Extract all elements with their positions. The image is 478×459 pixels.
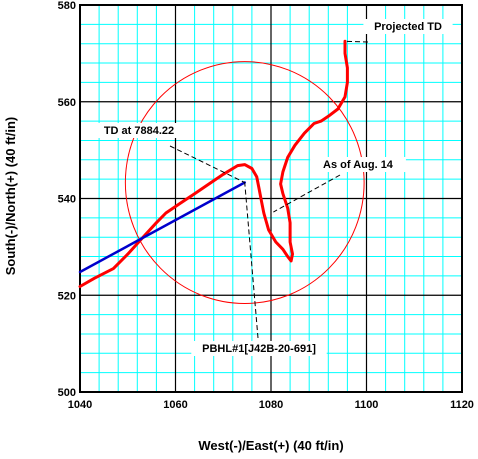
y-tick-label: 560 — [58, 97, 76, 109]
target-circle — [124, 61, 365, 304]
annotation-label-bg — [363, 19, 453, 34]
plot-frame — [79, 4, 463, 393]
x-tick-label: 1060 — [163, 399, 187, 411]
x-tick-label: 1100 — [355, 399, 379, 411]
annotation-leader — [344, 40, 369, 43]
y-tick-label: 580 — [58, 0, 76, 12]
annotation-leader — [273, 174, 341, 213]
x-axis-label: West(-)/East(+) (40 ft/in) — [198, 438, 343, 453]
annotation-leader — [169, 145, 245, 183]
grid — [79, 4, 463, 393]
y-axis-label: South(-)/North(+) (40 ft/in) — [3, 117, 18, 276]
annotation-label: Projected TD — [374, 21, 442, 33]
annotation-label: PBHL#1[J42B-20-691] — [202, 343, 316, 355]
y-tick-label: 520 — [58, 290, 76, 302]
annotation-label-bg — [310, 157, 406, 172]
annotation-label-bg — [91, 123, 187, 138]
annotation-layer: Projected TD TD at 7884.22 As of Aug. 14 PB… — [91, 19, 453, 356]
y-tick-label: 540 — [58, 194, 76, 206]
x-tick-label: 1080 — [259, 399, 283, 411]
y-tick-label: 500 — [58, 387, 76, 399]
tick-labels: 1040 1060 1080 1100 1120 500 520 540 560 580 — [58, 0, 474, 411]
x-tick-label: 1120 — [450, 399, 474, 411]
annotation-label: As of Aug. 14 — [323, 159, 394, 171]
x-tick-label: 1040 — [68, 399, 92, 411]
well-path-line — [78, 39, 349, 288]
annotation-label: TD at 7884.22 — [104, 125, 174, 137]
target-circle-layer — [124, 61, 365, 304]
annotation-label-bg — [191, 341, 327, 356]
series-layer — [78, 39, 349, 288]
annotation-leader — [244, 182, 259, 339]
planned-line — [78, 181, 246, 274]
